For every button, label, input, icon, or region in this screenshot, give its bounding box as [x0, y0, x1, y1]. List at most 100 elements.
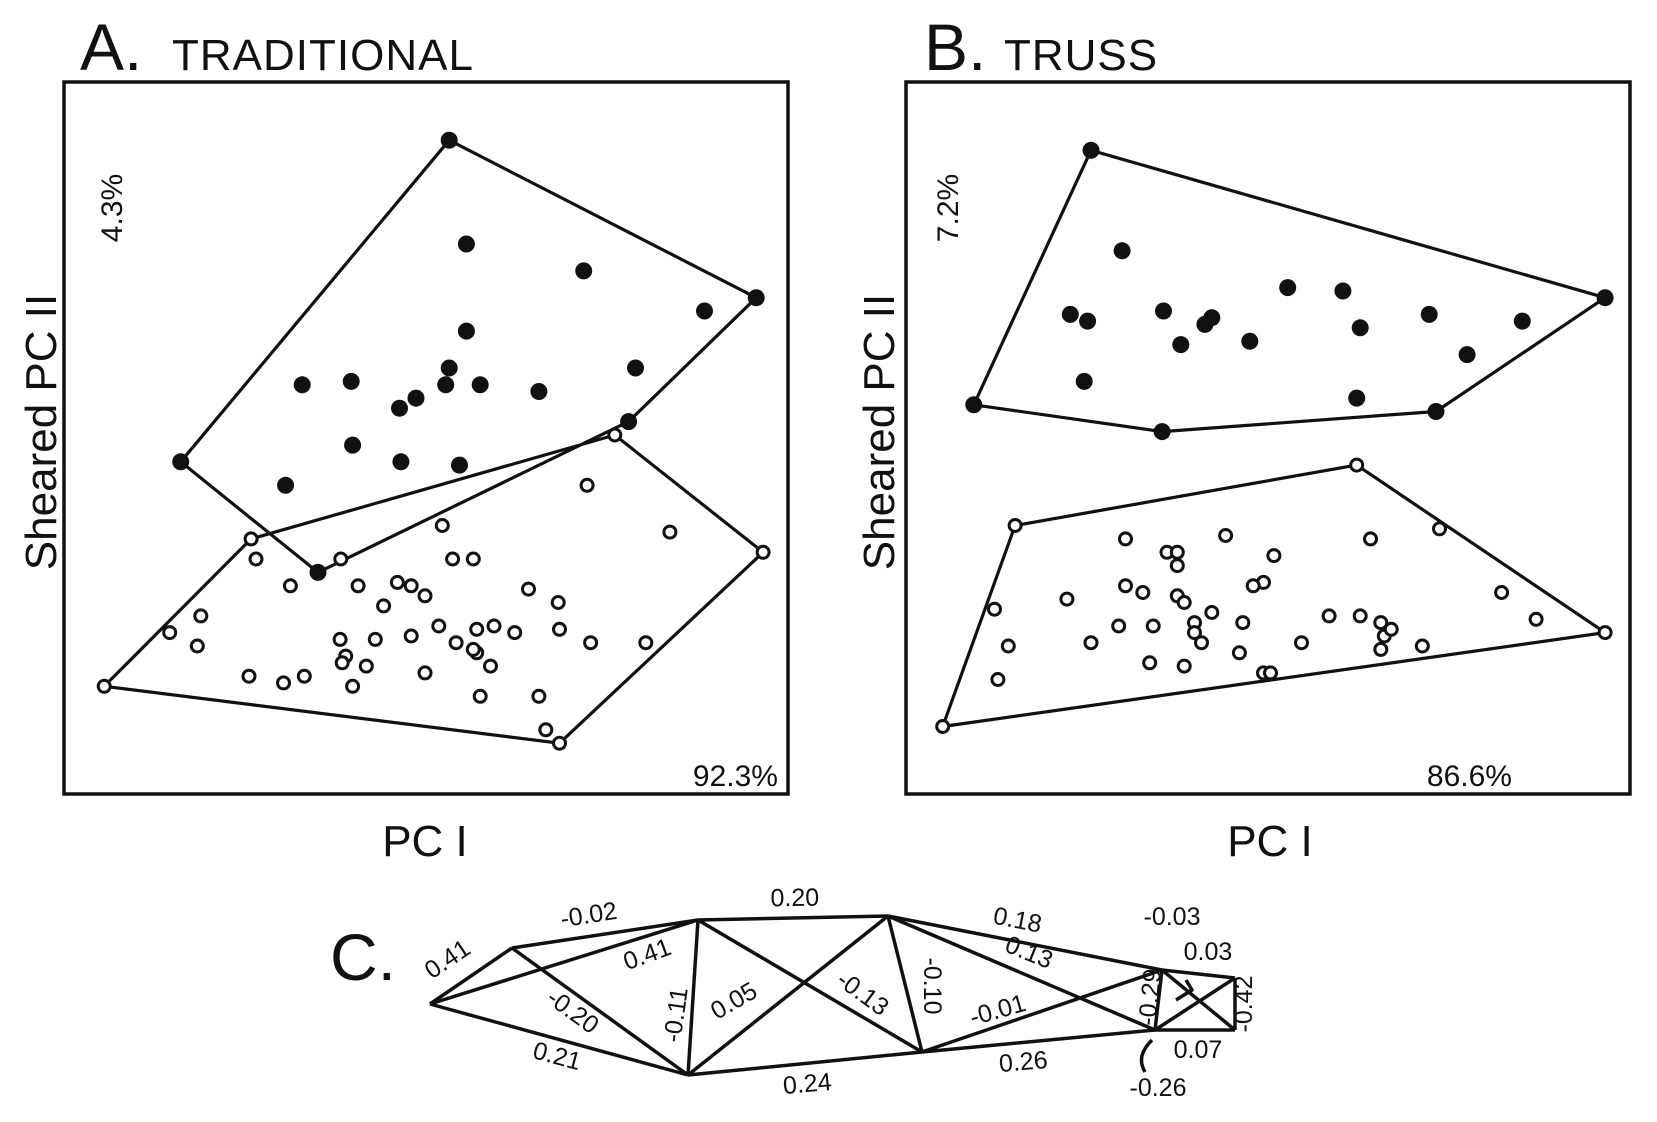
truss-label: -0.02 [558, 897, 619, 934]
panel-a-open-point [434, 518, 450, 533]
panel-b-open-point [1169, 544, 1185, 560]
panel-a-open-point [448, 635, 464, 651]
panel-a-open-point [96, 678, 112, 694]
panel-b-filled-point [1458, 346, 1476, 364]
panel-b-open-point [1294, 635, 1309, 651]
panel-b-filled-point [1203, 309, 1221, 327]
panel-a-title: TRADITIONAL [172, 31, 474, 80]
panel-a-filled-point [440, 359, 458, 377]
panel-b-open-point [1142, 655, 1158, 671]
truss-edge [511, 918, 699, 950]
panel-b-open-point [1363, 531, 1378, 547]
panel-b-open-point [1528, 611, 1544, 627]
panel-b-filled-point [1079, 312, 1097, 330]
panel-b-open-point [1135, 585, 1151, 600]
panel-a-filled-point [457, 322, 475, 340]
panel-b-title: TRUSS [1004, 31, 1158, 80]
panel-a-open-point [662, 524, 678, 540]
panel-a-open-point [638, 635, 654, 651]
panel-b-x-variance: 86.6% [1427, 760, 1512, 793]
panel-a-open-point [276, 675, 291, 691]
truss-label: -0.13 [831, 965, 894, 1021]
panel-b-open-point [1218, 528, 1234, 543]
panel-a-frame [62, 80, 790, 796]
truss-label: -0.11 [658, 986, 693, 1045]
truss-edge [687, 1050, 923, 1077]
truss-lines [429, 914, 1237, 1077]
panel-b-letter: B. [924, 10, 986, 84]
panel-b-open-point [1176, 595, 1192, 610]
panel-a-filled-point [696, 302, 713, 320]
panel-a-open-point [403, 578, 419, 594]
panel-b-open-point [990, 672, 1006, 687]
panel-a-open-point [345, 678, 361, 694]
panel-a-open-point [189, 638, 205, 654]
panel-a-filled-point [309, 563, 327, 581]
truss-edge [510, 946, 690, 1077]
panel-b-filled-point [1153, 423, 1171, 441]
panel-a-open-point [282, 578, 298, 594]
panel-a-filled-point [172, 453, 190, 471]
panel-b-filled-point [1075, 372, 1093, 390]
truss-edge [1154, 976, 1236, 1032]
panel-b-open-point [1266, 548, 1282, 564]
panel-b-filled-point [1061, 305, 1079, 323]
panel-b-open-point [1245, 578, 1261, 594]
panel-a-filled-point [293, 376, 311, 394]
truss-label: -0.03 [1144, 903, 1201, 931]
panel-a-open-point [550, 595, 566, 610]
truss-edge [921, 968, 1163, 1054]
panel-a-filled-point [575, 262, 593, 280]
truss-edge [921, 1028, 1156, 1054]
panel-a-filled-point [471, 376, 489, 394]
truss-edge [429, 918, 699, 1006]
panel-a-open-point [332, 631, 348, 647]
panel-b-open-point [935, 719, 951, 734]
panel-b-open-point [1204, 605, 1220, 620]
panel-a-open-point [241, 668, 257, 684]
truss-edge [686, 919, 700, 1076]
panel-b-open-point [1111, 618, 1127, 634]
panel-b-open-point [1231, 645, 1247, 661]
panel-a-filled-point [344, 436, 362, 454]
panel-a-open-point [367, 631, 383, 647]
panel-a-x-axis-label: PC I [382, 817, 468, 866]
panel-a-filled-point [437, 376, 455, 394]
panel-a-open-point [579, 477, 595, 493]
panel-b-filled-point [1279, 279, 1297, 297]
panel-b-open-point [1414, 638, 1430, 654]
panel-c-truss: C. 0.41 -0.0 [330, 884, 1258, 1102]
truss-label: 0.26 [998, 1046, 1049, 1078]
panel-b-open-point [1169, 558, 1185, 574]
truss-label: 0.03 [1184, 938, 1233, 966]
panel-b-filled-point [1596, 289, 1614, 307]
panel-b-filled-point [1113, 242, 1131, 260]
panel-a-filled-point [620, 413, 638, 431]
panel-a-filled-point [407, 389, 425, 407]
panel-a-filled-point [440, 131, 458, 149]
panel-b-filled-point [1420, 305, 1438, 323]
panel-a-y-variance: 4.3% [96, 174, 129, 242]
panel-a-open-point [445, 551, 461, 567]
panel-a-open-point [334, 655, 350, 671]
panel-a-filled-point [627, 359, 644, 377]
panel-b-plot [935, 141, 1614, 734]
panel-a-filled-point [391, 399, 408, 417]
panel-c-letter: C. [330, 920, 396, 994]
panel-b-open-point [1432, 521, 1447, 537]
panel-b-filled-point [1241, 332, 1259, 350]
panel-b-open-point [1187, 625, 1202, 641]
panel-a-filled-point [277, 476, 295, 494]
panel-b-open-point [1352, 608, 1368, 624]
panel-a-open-hull [102, 433, 765, 745]
panel-b-open-point [1176, 658, 1192, 674]
panel-b-filled-point [1348, 389, 1366, 407]
panel-b-open-point [1007, 518, 1023, 533]
panel-a-open-point [248, 551, 264, 567]
panel-b-open-point [1118, 578, 1133, 594]
truss-edge [686, 914, 890, 1077]
panel-a-filled-point [392, 453, 410, 471]
panel-b-open-point [1373, 615, 1389, 631]
panel-a-filled-point [342, 372, 360, 390]
